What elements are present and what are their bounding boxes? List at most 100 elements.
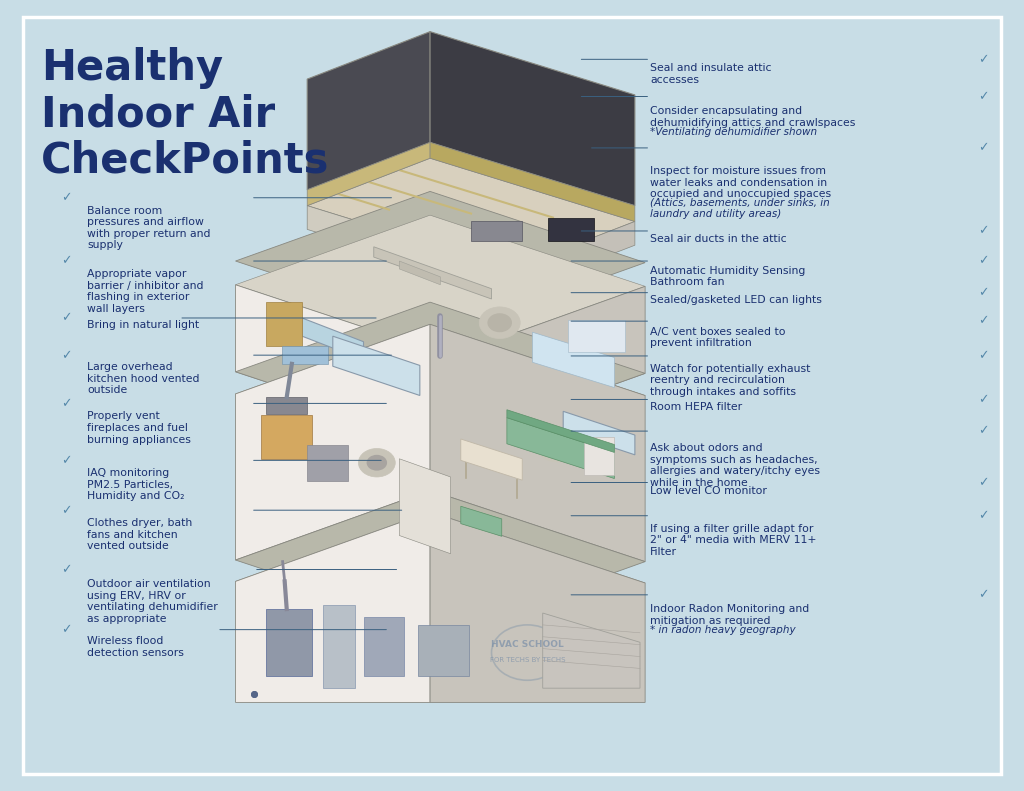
Polygon shape xyxy=(430,512,645,702)
Bar xyxy=(266,302,302,346)
Polygon shape xyxy=(236,215,645,356)
Text: Indoor Radon Monitoring and
mitigation as required: Indoor Radon Monitoring and mitigation a… xyxy=(650,604,810,626)
Polygon shape xyxy=(461,506,502,536)
Text: ✓: ✓ xyxy=(61,504,72,517)
Bar xyxy=(548,218,594,241)
Text: If using a filter grille adapt for
2" or 4" media with MERV 11+
Filter: If using a filter grille adapt for 2" or… xyxy=(650,524,817,557)
Polygon shape xyxy=(430,324,645,562)
Text: ✓: ✓ xyxy=(978,53,988,66)
Polygon shape xyxy=(532,332,614,388)
Polygon shape xyxy=(236,302,645,443)
Circle shape xyxy=(487,313,512,332)
Text: ✓: ✓ xyxy=(978,393,988,406)
Text: Bring in natural light: Bring in natural light xyxy=(87,320,199,331)
Text: Healthy
Indoor Air
CheckPoints: Healthy Indoor Air CheckPoints xyxy=(41,47,330,181)
Polygon shape xyxy=(512,221,635,293)
Text: ✓: ✓ xyxy=(978,255,988,267)
Text: Inspect for moisture issues from
water leaks and condensation in
occupied and un: Inspect for moisture issues from water l… xyxy=(650,166,831,199)
Text: ✓: ✓ xyxy=(978,589,988,601)
Polygon shape xyxy=(543,613,640,688)
Polygon shape xyxy=(430,32,635,206)
Circle shape xyxy=(586,324,623,353)
Text: A/C vent boxes sealed to
prevent infiltration: A/C vent boxes sealed to prevent infiltr… xyxy=(650,327,785,348)
Polygon shape xyxy=(563,411,635,455)
Bar xyxy=(266,609,312,676)
Polygon shape xyxy=(399,261,440,285)
Text: ✓: ✓ xyxy=(61,454,72,467)
Text: ✓: ✓ xyxy=(978,225,988,237)
Text: Low level CO monitor: Low level CO monitor xyxy=(650,486,767,496)
Polygon shape xyxy=(236,285,451,443)
Text: Ask about odors and
symptoms such as headaches,
allergies and watery/itchy eyes
: Ask about odors and symptoms such as hea… xyxy=(650,443,820,488)
Text: ✓: ✓ xyxy=(978,476,988,489)
Polygon shape xyxy=(399,459,451,554)
Bar xyxy=(261,415,312,459)
Text: ✓: ✓ xyxy=(978,315,988,327)
Circle shape xyxy=(545,434,571,455)
Text: ✓: ✓ xyxy=(61,397,72,410)
Text: ✓: ✓ xyxy=(978,509,988,522)
Text: ✓: ✓ xyxy=(978,286,988,299)
Text: ✓: ✓ xyxy=(61,563,72,576)
Text: HVAC SCHOOL: HVAC SCHOOL xyxy=(490,640,564,649)
Polygon shape xyxy=(236,512,645,653)
Polygon shape xyxy=(236,324,430,560)
Polygon shape xyxy=(236,324,645,465)
Bar xyxy=(266,397,307,414)
Text: ✓: ✓ xyxy=(61,623,72,636)
Bar xyxy=(584,437,614,475)
Text: Large overhead
kitchen hood vented
outside: Large overhead kitchen hood vented outsi… xyxy=(87,362,200,396)
Polygon shape xyxy=(461,439,522,480)
Text: FOR TECHS BY TECHS: FOR TECHS BY TECHS xyxy=(489,657,565,664)
Text: Balance room
pressures and airflow
with proper return and
supply: Balance room pressures and airflow with … xyxy=(87,206,211,251)
Polygon shape xyxy=(307,142,430,206)
Polygon shape xyxy=(307,206,512,293)
Text: Outdoor air ventilation
using ERV, HRV or
ventilating dehumidifier
as appropriat: Outdoor air ventilation using ERV, HRV o… xyxy=(87,579,218,624)
Text: Clothes dryer, bath
fans and kitchen
vented outside: Clothes dryer, bath fans and kitchen ven… xyxy=(87,518,193,551)
Text: IAQ monitoring
PM2.5 Particles,
Humidity and CO₂: IAQ monitoring PM2.5 Particles, Humidity… xyxy=(87,468,184,501)
Text: Seal and insulate attic
accesses: Seal and insulate attic accesses xyxy=(650,63,772,85)
Text: * in radon heavy geography: * in radon heavy geography xyxy=(650,626,796,635)
Bar xyxy=(364,617,404,676)
Text: Wireless flood
detection sensors: Wireless flood detection sensors xyxy=(87,636,184,657)
Polygon shape xyxy=(374,247,492,299)
Text: ✓: ✓ xyxy=(61,255,72,267)
Polygon shape xyxy=(430,142,635,221)
Bar xyxy=(282,346,328,364)
Text: *Ventilating dehumidifier shown: *Ventilating dehumidifier shown xyxy=(650,127,817,137)
Text: ✓: ✓ xyxy=(978,425,988,437)
Circle shape xyxy=(367,455,387,471)
Polygon shape xyxy=(236,512,430,702)
Text: Seal air ducts in the attic: Seal air ducts in the attic xyxy=(650,234,786,244)
Circle shape xyxy=(358,448,395,477)
Text: Appropriate vapor
barrier / inhibitor and
flashing in exterior
wall layers: Appropriate vapor barrier / inhibitor an… xyxy=(87,269,204,314)
Polygon shape xyxy=(507,410,614,452)
Text: Automatic Humidity Sensing
Bathroom fan: Automatic Humidity Sensing Bathroom fan xyxy=(650,266,806,287)
Text: Watch for potentially exhaust
reentry and recirculation
through intakes and soff: Watch for potentially exhaust reentry an… xyxy=(650,364,811,397)
Text: Sealed/gasketed LED can lights: Sealed/gasketed LED can lights xyxy=(650,295,822,305)
Bar xyxy=(307,445,348,481)
Text: ✓: ✓ xyxy=(978,142,988,154)
Text: ✓: ✓ xyxy=(978,90,988,103)
Bar xyxy=(323,605,355,688)
Bar xyxy=(418,625,469,676)
Polygon shape xyxy=(451,286,645,443)
Text: Room HEPA filter: Room HEPA filter xyxy=(650,402,742,412)
Polygon shape xyxy=(333,336,420,396)
Bar xyxy=(471,221,522,241)
Polygon shape xyxy=(307,32,430,190)
Circle shape xyxy=(536,427,581,462)
Polygon shape xyxy=(307,158,635,269)
Polygon shape xyxy=(302,318,364,360)
Circle shape xyxy=(479,307,520,339)
Text: ✓: ✓ xyxy=(61,191,72,204)
Text: ✓: ✓ xyxy=(61,349,72,361)
Polygon shape xyxy=(236,490,645,631)
Text: Properly vent
fireplaces and fuel
burning appliances: Properly vent fireplaces and fuel burnin… xyxy=(87,411,190,445)
Text: ✓: ✓ xyxy=(61,312,72,324)
Polygon shape xyxy=(236,191,645,332)
Text: (Attics, basements, under sinks, in
laundry and utility areas): (Attics, basements, under sinks, in laun… xyxy=(650,198,830,219)
Polygon shape xyxy=(507,418,614,479)
Circle shape xyxy=(594,331,614,346)
Text: ✓: ✓ xyxy=(978,350,988,362)
